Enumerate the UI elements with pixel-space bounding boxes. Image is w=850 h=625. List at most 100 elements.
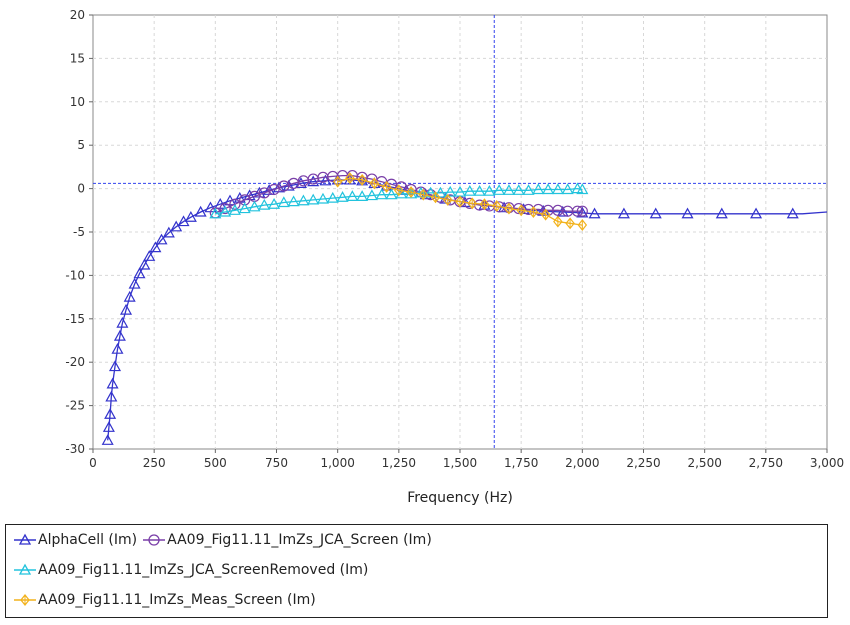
legend-label: AA09_Fig11.11_ImZs_Meas_Screen (Im) — [38, 592, 316, 608]
data-point — [576, 205, 588, 217]
data-point — [219, 202, 231, 215]
data-point — [155, 233, 168, 245]
data-point — [239, 194, 251, 206]
x-tick-label: 2,250 — [626, 456, 660, 470]
data-point — [434, 186, 447, 198]
data-point — [493, 184, 506, 195]
data-point — [551, 183, 564, 195]
data-point — [102, 421, 115, 432]
x-tick-label: 500 — [204, 456, 227, 470]
data-point — [297, 194, 310, 206]
y-tick-label: 10 — [70, 95, 85, 109]
data-point — [336, 191, 349, 202]
legend-item-jca-screenremoved: AA09_Fig11.11_ImZs_JCA_ScreenRemoved (Im… — [14, 562, 368, 578]
chart: 0 250 500 750 1,000 1,250 1,500 1,750 2,000 2,250… — [65, 8, 844, 506]
data-point — [287, 195, 300, 207]
y-tick-label: 5 — [77, 138, 85, 152]
data-point — [786, 207, 799, 219]
series-line — [215, 174, 583, 214]
data-point — [268, 197, 281, 209]
data-point — [681, 207, 694, 219]
data-point — [326, 191, 339, 203]
legend-label: AA09_Fig11.11_ImZs_JCA_ScreenRemoved (Im… — [38, 562, 369, 578]
y-tick-label: -20 — [65, 355, 85, 369]
data-point — [113, 329, 126, 341]
data-point — [106, 377, 119, 389]
data-point — [258, 187, 270, 199]
data-point — [588, 207, 601, 219]
data-point — [307, 175, 320, 187]
data-point — [111, 342, 124, 354]
x-tick-label: 1,250 — [382, 456, 416, 470]
x-tick-label: 1,750 — [504, 456, 538, 470]
data-point — [123, 290, 136, 302]
y-tick-label: -15 — [65, 312, 85, 326]
grid — [93, 15, 827, 449]
x-tick-label: 1,500 — [443, 456, 477, 470]
data-point — [138, 258, 151, 270]
y-tick-label: -25 — [65, 399, 85, 413]
data-point — [238, 202, 251, 214]
data-point — [170, 220, 183, 232]
data-point — [307, 193, 320, 205]
y-tick-label: 20 — [70, 8, 85, 22]
y-tick-label: 15 — [70, 51, 85, 65]
circle-marker-icon — [143, 534, 166, 546]
data-point — [576, 183, 589, 195]
x-tick-label: 2,000 — [565, 456, 599, 470]
data-point — [365, 189, 378, 201]
triangle-marker-icon — [14, 533, 36, 545]
x-tick-label: 3,000 — [810, 456, 844, 470]
y-tick-label: -10 — [65, 268, 85, 282]
series-3 — [332, 172, 588, 232]
data-point — [463, 184, 476, 196]
legend: AlphaCell (Im) AA09_Fig11.11_ImZs_JCA_Sc… — [5, 524, 828, 618]
data-point — [385, 188, 398, 200]
data-point — [101, 434, 114, 445]
x-tick-label: 250 — [143, 456, 166, 470]
data-point — [219, 205, 232, 217]
data-point — [120, 303, 133, 315]
x-tick-label: 2,500 — [687, 456, 721, 470]
triangle-marker-icon — [14, 563, 36, 575]
data-point — [229, 198, 241, 210]
data-point — [133, 267, 146, 279]
legend-item-jca-screen: AA09_Fig11.11_ImZs_JCA_Screen (Im) — [143, 532, 432, 548]
data-point — [319, 174, 332, 186]
crosshair — [93, 15, 827, 449]
series-2 — [209, 182, 589, 219]
data-point — [356, 190, 369, 202]
data-point — [375, 188, 388, 200]
data-point — [209, 207, 222, 219]
x-tick-label: 1,000 — [320, 456, 354, 470]
data-point — [576, 206, 589, 218]
data-point — [512, 184, 525, 195]
data-point — [346, 190, 359, 202]
data-point — [473, 184, 486, 196]
data-point — [143, 250, 156, 261]
data-point — [571, 205, 584, 217]
data-point — [228, 204, 241, 215]
data-point — [149, 241, 162, 253]
data-point — [649, 207, 662, 219]
data-point — [561, 183, 574, 195]
data-point — [444, 185, 457, 197]
data-point — [277, 196, 290, 208]
data-point — [532, 183, 545, 195]
data-point — [715, 207, 728, 219]
legend-label: AA09_Fig11.11_ImZs_JCA_Screen (Im) — [167, 532, 432, 548]
y-tick-label: 0 — [77, 182, 85, 196]
data-point — [316, 192, 330, 204]
legend-item-meas-screen: AA09_Fig11.11_ImZs_Meas_Screen (Im) — [14, 592, 316, 608]
data-point — [424, 186, 437, 198]
legend-label: AlphaCell (Im) — [38, 532, 138, 548]
x-tick-label: 0 — [89, 456, 97, 470]
y-tick-label: -30 — [65, 442, 85, 456]
data-point — [258, 198, 271, 210]
data-point — [116, 316, 129, 328]
data-point — [268, 183, 280, 196]
x-axis-title: Frequency (Hz) — [407, 490, 513, 506]
x-tick-label: 750 — [265, 456, 288, 470]
y-tick-label: -5 — [73, 225, 85, 239]
data-point — [483, 184, 496, 196]
